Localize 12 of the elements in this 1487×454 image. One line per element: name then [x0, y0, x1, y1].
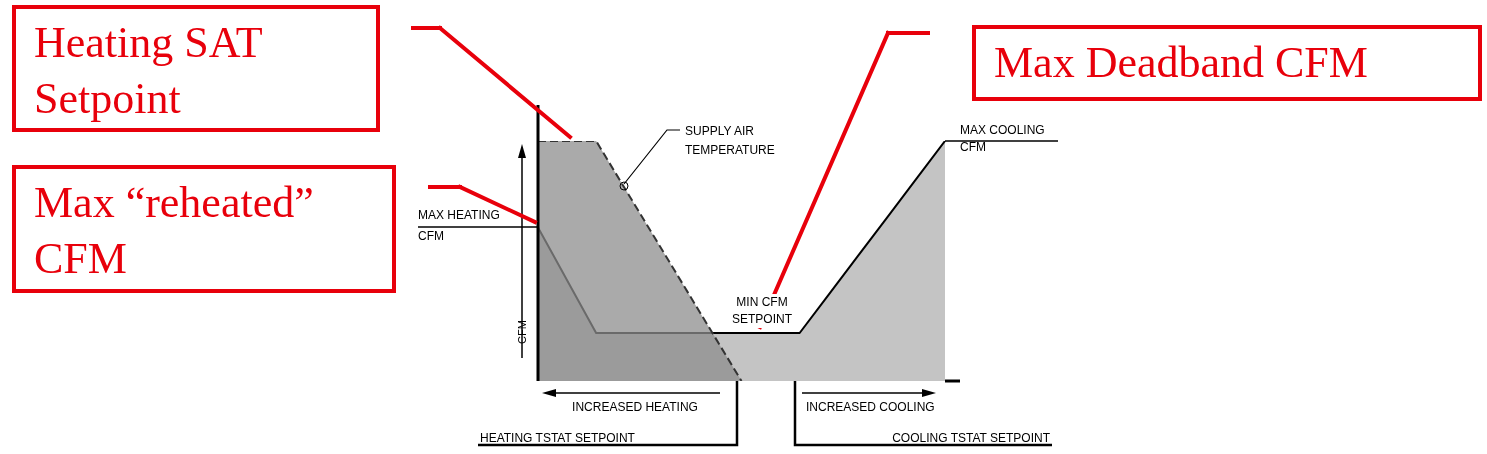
text: INCREASED COOLING	[806, 399, 936, 416]
text: Heating SAT Setpoint	[12, 5, 380, 132]
y-axis-title: CFM	[515, 319, 529, 346]
text: COOLING TSTAT SETPOINT	[891, 430, 1050, 447]
text: MAX HEATING CFM	[418, 207, 501, 245]
text: HEATING TSTAT SETPOINT	[480, 430, 636, 447]
text: SUPPLY AIR TEMPERATURE	[685, 123, 776, 159]
annotation: MIN CFM SETPOINT	[722, 294, 802, 328]
text: MAX COOLING CFM	[960, 122, 1046, 156]
text: Max Deadband CFM	[972, 25, 1482, 101]
text: Max “reheated” CFM	[12, 165, 396, 293]
text: INCREASED HEATING	[571, 399, 699, 416]
